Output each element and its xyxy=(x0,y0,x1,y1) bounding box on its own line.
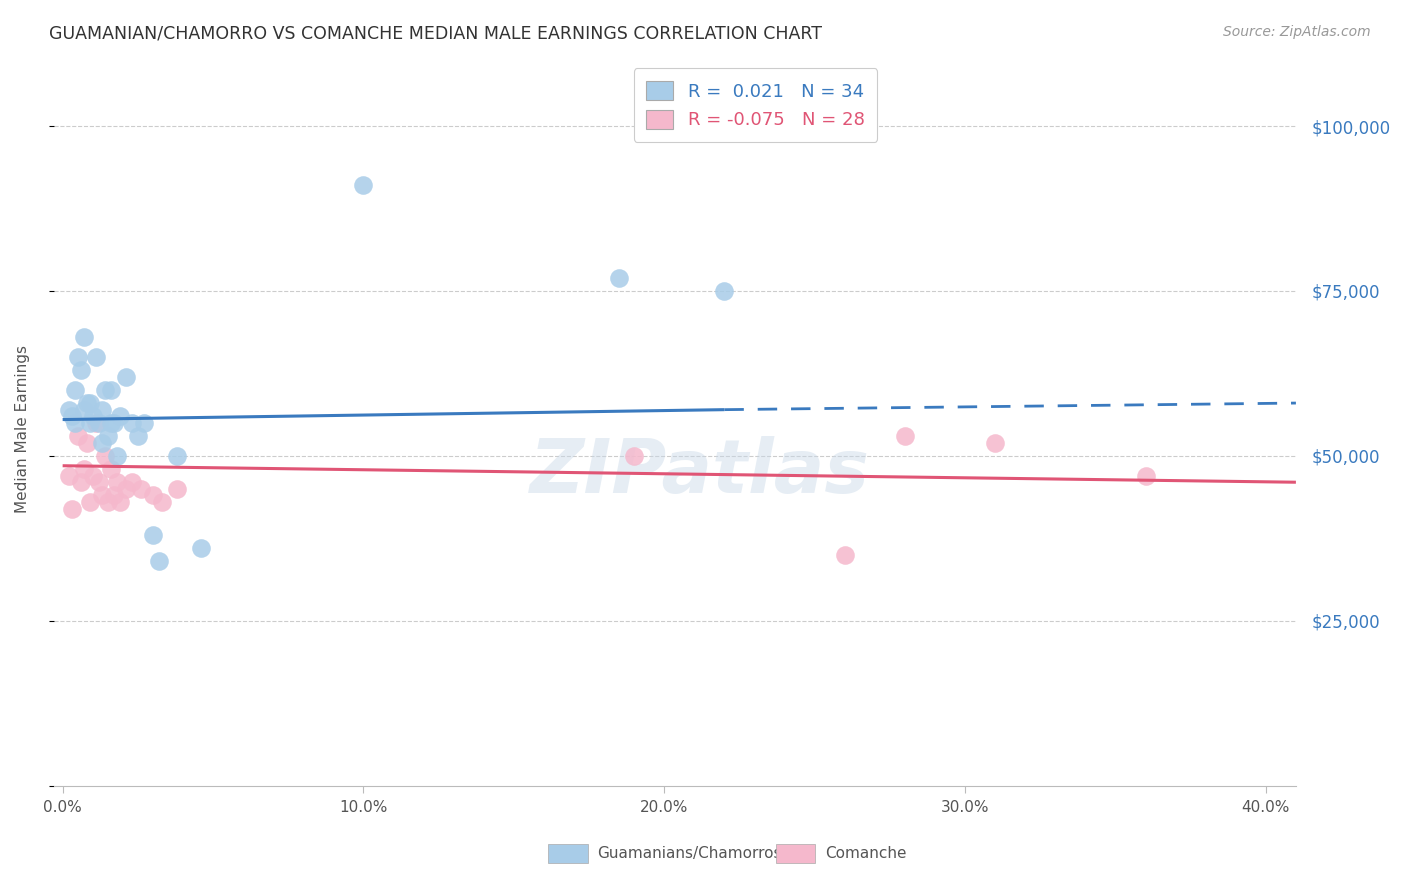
Point xyxy=(166,449,188,463)
Legend: R =  0.021   N = 34, R = -0.075   N = 28: R = 0.021 N = 34, R = -0.075 N = 28 xyxy=(634,68,877,142)
Point xyxy=(60,409,83,424)
Point xyxy=(69,363,91,377)
Point xyxy=(63,416,86,430)
Point xyxy=(105,475,128,490)
Point xyxy=(66,350,89,364)
Point xyxy=(166,482,188,496)
Point xyxy=(69,475,91,490)
Point xyxy=(103,416,125,430)
Point xyxy=(148,554,170,568)
Point xyxy=(132,416,155,430)
Point xyxy=(79,396,101,410)
Text: ZIPatlas: ZIPatlas xyxy=(530,435,869,508)
Point xyxy=(100,462,122,476)
Point xyxy=(103,488,125,502)
Point xyxy=(108,495,131,509)
Point xyxy=(93,383,115,397)
Point xyxy=(623,449,645,463)
Point xyxy=(90,435,112,450)
Point xyxy=(66,429,89,443)
Point xyxy=(100,416,122,430)
Point xyxy=(73,330,96,344)
Point xyxy=(190,541,212,556)
Point xyxy=(60,501,83,516)
Point xyxy=(1135,468,1157,483)
Point xyxy=(73,402,96,417)
Point xyxy=(894,429,917,443)
Text: Comanche: Comanche xyxy=(825,847,907,861)
Point xyxy=(58,468,80,483)
Point xyxy=(73,462,96,476)
Point xyxy=(352,178,374,193)
Point xyxy=(76,396,98,410)
Text: GUAMANIAN/CHAMORRO VS COMANCHE MEDIAN MALE EARNINGS CORRELATION CHART: GUAMANIAN/CHAMORRO VS COMANCHE MEDIAN MA… xyxy=(49,25,823,43)
Point xyxy=(76,435,98,450)
Point xyxy=(127,429,149,443)
Point xyxy=(984,435,1007,450)
Point xyxy=(84,416,107,430)
Point xyxy=(79,416,101,430)
Point xyxy=(105,449,128,463)
Point xyxy=(79,495,101,509)
Point xyxy=(108,409,131,424)
Point xyxy=(97,495,120,509)
Point xyxy=(150,495,173,509)
Text: Guamanians/Chamorros: Guamanians/Chamorros xyxy=(598,847,782,861)
Point xyxy=(713,284,735,298)
Point xyxy=(121,475,143,490)
Point xyxy=(129,482,152,496)
Point xyxy=(607,270,630,285)
Point xyxy=(100,383,122,397)
Point xyxy=(114,369,136,384)
Point xyxy=(97,429,120,443)
Point xyxy=(58,402,80,417)
Point xyxy=(142,528,165,542)
Point xyxy=(63,383,86,397)
Point xyxy=(93,449,115,463)
Point xyxy=(84,350,107,364)
Text: Source: ZipAtlas.com: Source: ZipAtlas.com xyxy=(1223,25,1371,39)
Point xyxy=(90,402,112,417)
Point xyxy=(82,409,104,424)
Point xyxy=(87,416,110,430)
Point xyxy=(82,468,104,483)
Y-axis label: Median Male Earnings: Median Male Earnings xyxy=(15,345,30,514)
Point xyxy=(142,488,165,502)
Point xyxy=(114,482,136,496)
Point xyxy=(90,488,112,502)
Point xyxy=(87,475,110,490)
Point xyxy=(834,548,856,562)
Point xyxy=(121,416,143,430)
